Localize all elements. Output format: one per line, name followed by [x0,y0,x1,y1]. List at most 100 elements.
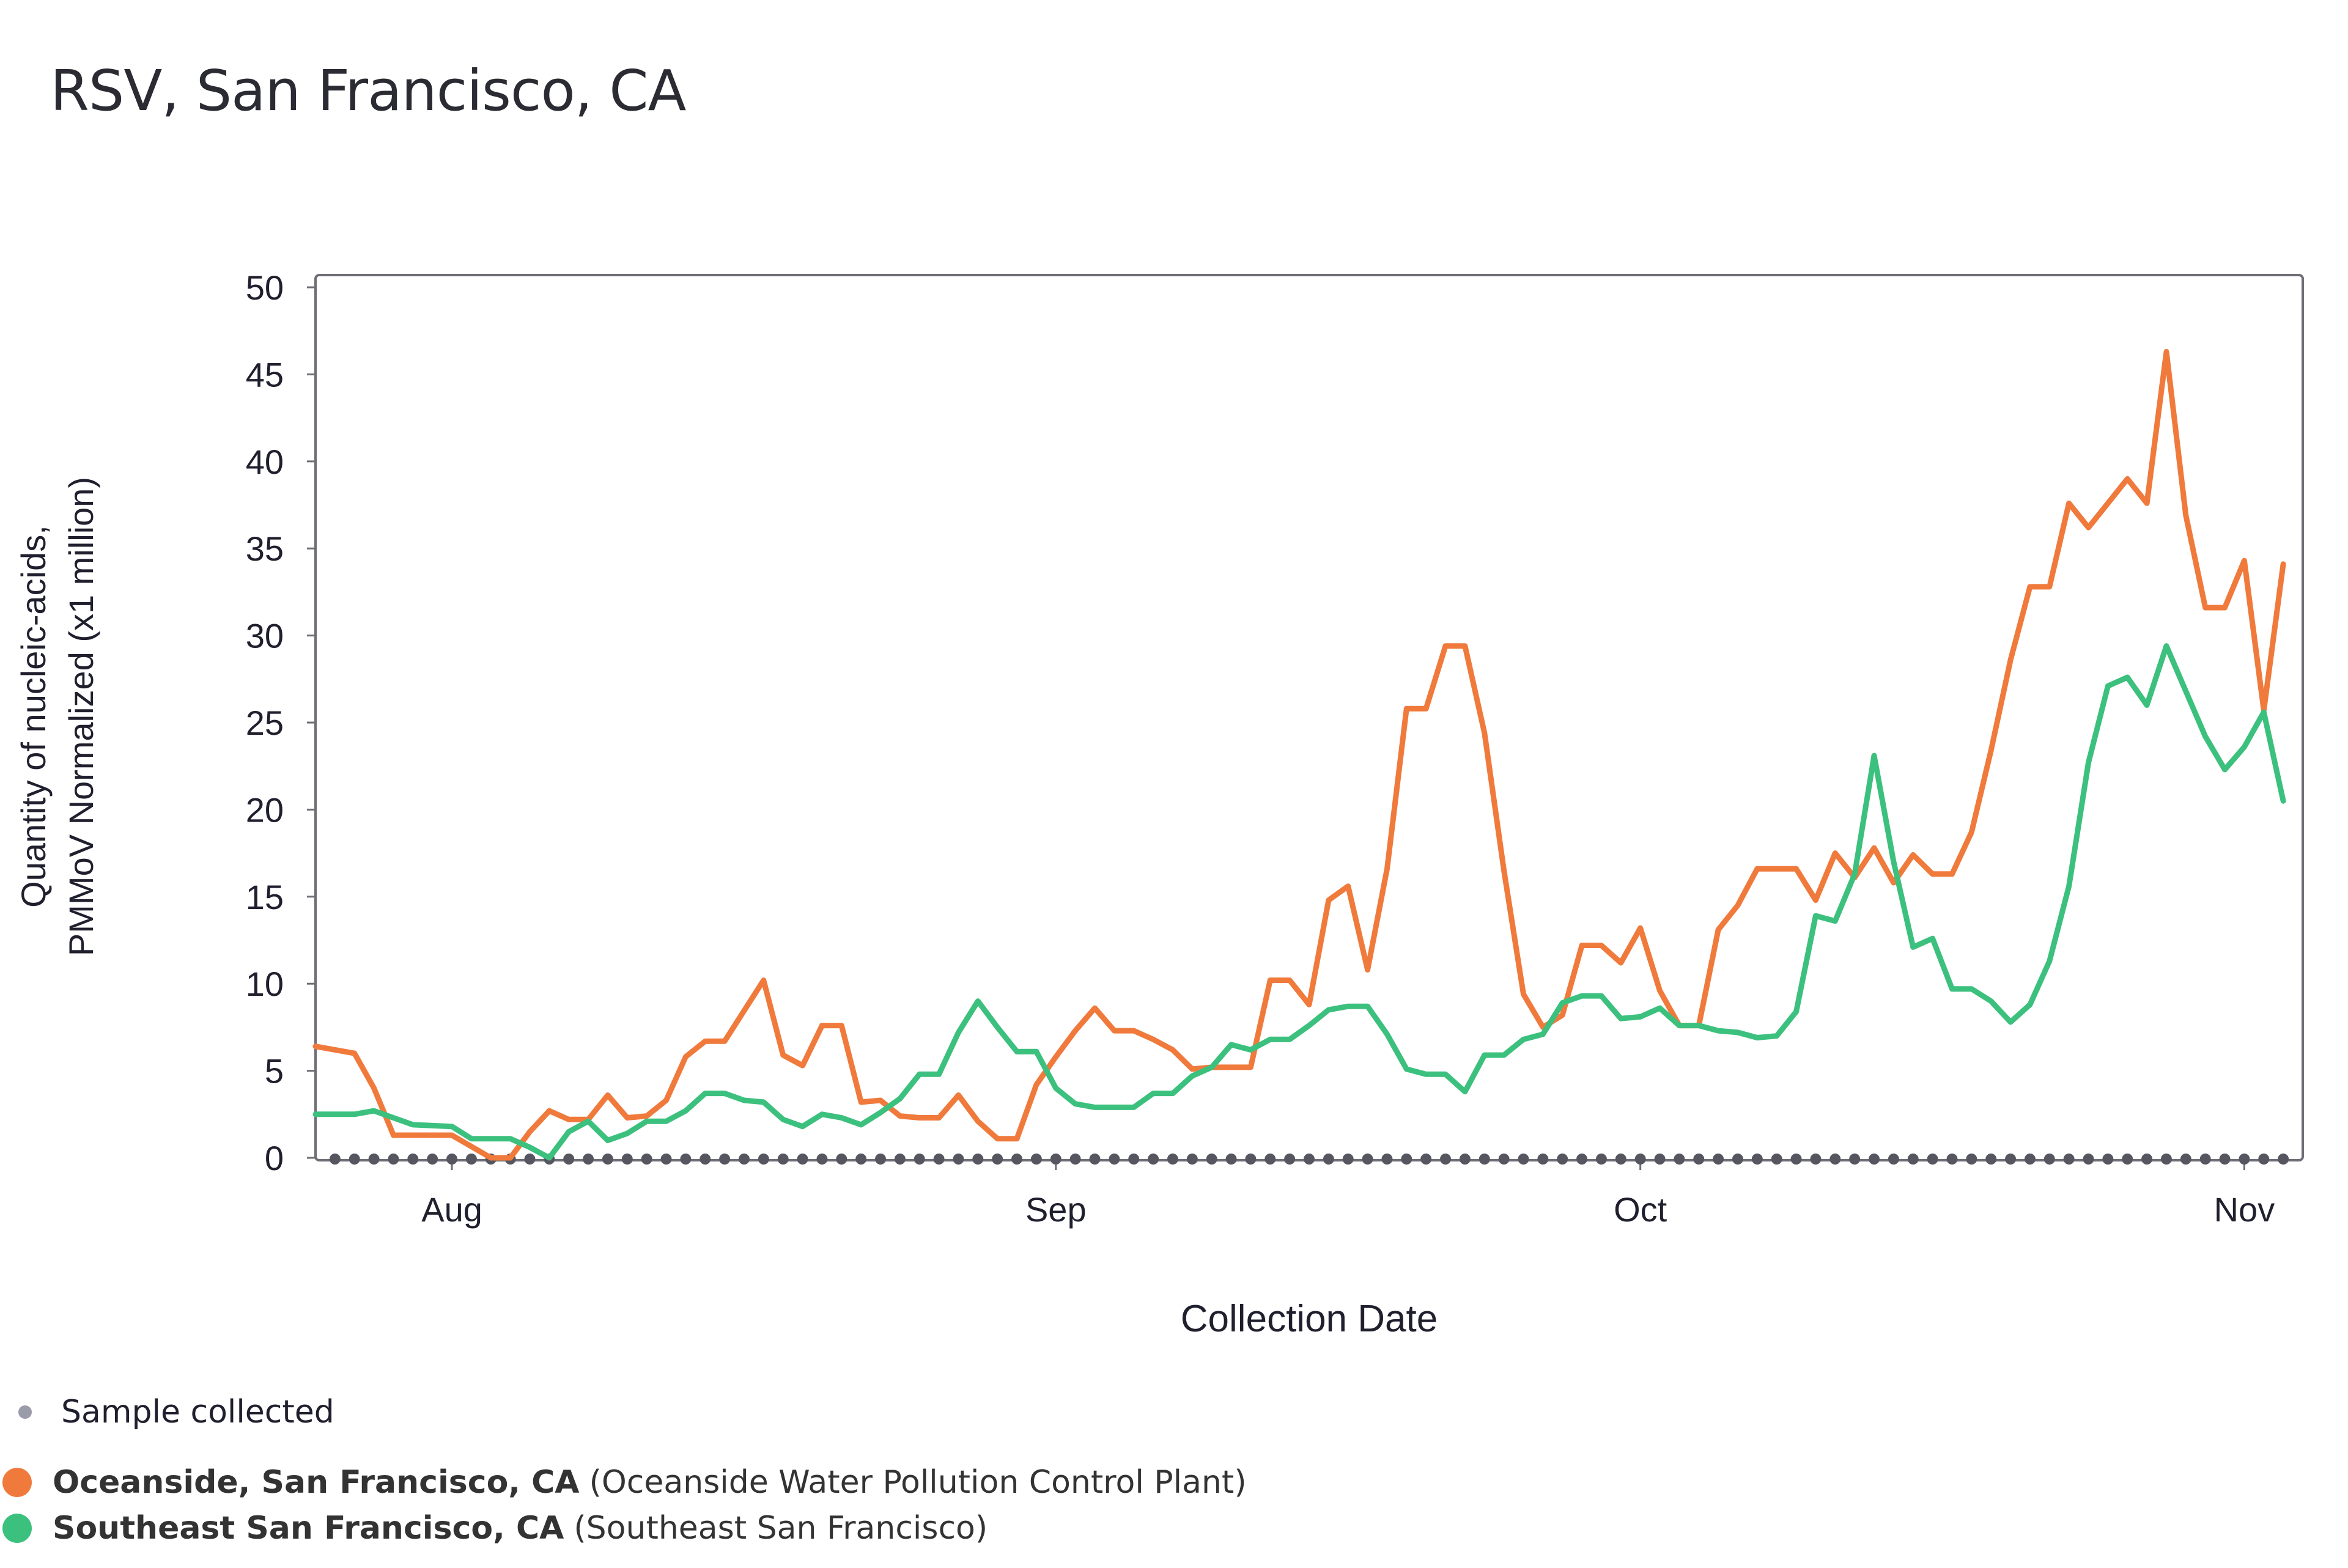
sample-marker [388,1154,399,1165]
sample-marker [1771,1154,1782,1165]
sample-marker [1323,1154,1334,1165]
sample-marker [1030,1154,1042,1165]
sample-marker [1732,1154,1743,1165]
sample-marker [1304,1154,1315,1165]
y-tick-label: 40 [246,443,284,481]
legend-series-oceanside: Oceanside, San Francisco, CA (Oceanside … [2,1464,1247,1501]
sample-marker [1440,1154,1452,1165]
x-tick-label: Sep [1025,1190,1087,1229]
sample-marker [2180,1154,2191,1165]
sample-marker [407,1154,419,1165]
sample-marker [2278,1154,2289,1165]
sample-marker [1674,1154,1685,1165]
legend-series-southeast: Southeast San Francisco, CA (Southeast S… [2,1510,988,1547]
sample-marker [1790,1154,1802,1165]
sample-marker [427,1154,438,1165]
sample-marker [738,1154,750,1165]
sample-marker [2063,1154,2075,1165]
x-tick-label: Aug [421,1190,482,1229]
sample-marker [621,1154,633,1165]
sample-marker [1401,1154,1412,1165]
sample-marker [1810,1154,1822,1165]
sample-marker [2199,1154,2211,1165]
sample-marker [1713,1154,1724,1165]
sample-marker [1264,1154,1276,1165]
legend-series-name: Southeast San Francisco, CA [53,1510,564,1547]
sample-marker [1537,1154,1549,1165]
sample-marker [2043,1154,2055,1165]
sample-marker [1849,1154,1861,1165]
sample-marker [1186,1154,1198,1165]
legend-series-facility: (Oceanside Water Pollution Control Plant… [589,1464,1247,1501]
sample-marker [1829,1154,1841,1165]
sample-marker [660,1154,672,1165]
sample-marker [641,1154,652,1165]
sample-marker [719,1154,731,1165]
sample-marker [2219,1154,2231,1165]
sample-marker [992,1154,1003,1165]
sample-marker [1634,1154,1646,1165]
y-tick-label: 15 [246,878,284,916]
sample-marker [2005,1154,2017,1165]
x-tick-label: Oct [1614,1190,1667,1229]
sample-marker [2258,1154,2270,1165]
sample-marker [349,1154,360,1165]
sample-marker [758,1154,769,1165]
sample-marker [953,1154,964,1165]
y-axis-ticks: 0 5 10 15 20 25 30 35 40 45 50 [246,268,316,1177]
sample-marker [1907,1154,1919,1165]
sample-marker [563,1154,575,1165]
sample-marker [933,1154,945,1165]
sample-marker [1148,1154,1159,1165]
y-axis-label-line-2: PMMoV Normalized (x1 million) [62,477,100,956]
sample-marker [465,1154,477,1165]
chart-svg: 0 5 10 15 20 25 30 35 40 45 50 Aug Sep Oct Nov Quanti… [14,268,2304,1340]
sample-marker [1615,1154,1626,1165]
sample-marker [1420,1154,1432,1165]
sample-markers [329,1154,2289,1165]
sample-dot-icon [18,1405,32,1419]
sample-marker [1089,1154,1101,1165]
sample-marker [836,1154,847,1165]
y-axis-label-line-1: Quantity of nucleic-acids, [14,525,53,908]
y-tick-label: 20 [246,790,284,829]
sample-marker [914,1154,925,1165]
sample-marker [368,1154,380,1165]
y-tick-label: 50 [246,268,284,307]
sample-marker [1966,1154,1977,1165]
sample-marker [816,1154,828,1165]
legend-sample-collected: Sample collected [18,1394,334,1430]
sample-marker [1869,1154,1880,1165]
sample-marker [1206,1154,1217,1165]
y-tick-label: 25 [246,704,284,742]
series-line-0 [312,348,2286,1161]
sample-marker [1109,1154,1120,1165]
sample-marker [1654,1154,1666,1165]
sample-marker [1245,1154,1257,1165]
series-dot-icon [2,1514,32,1543]
sample-marker [1284,1154,1296,1165]
sample-marker [855,1154,867,1165]
y-tick-label: 35 [246,529,284,568]
sample-marker [2141,1154,2153,1165]
sample-marker [797,1154,808,1165]
sample-marker [1693,1154,1705,1165]
sample-marker [524,1154,536,1165]
sample-marker [1362,1154,1373,1165]
sample-marker [1595,1154,1607,1165]
sample-marker [2102,1154,2114,1165]
sample-marker [1011,1154,1023,1165]
sample-marker [875,1154,887,1165]
sample-marker [777,1154,789,1165]
y-tick-label: 10 [246,965,284,1003]
series-line-1 [312,643,2286,1161]
sample-marker [1381,1154,1393,1165]
y-tick-label: 30 [246,617,284,655]
sample-marker [1985,1154,1997,1165]
sample-marker [1225,1154,1237,1165]
sample-marker [2024,1154,2036,1165]
sample-marker [1167,1154,1178,1165]
sample-marker [1128,1154,1140,1165]
sample-marker [1342,1154,1354,1165]
sample-marker [1050,1154,1061,1165]
